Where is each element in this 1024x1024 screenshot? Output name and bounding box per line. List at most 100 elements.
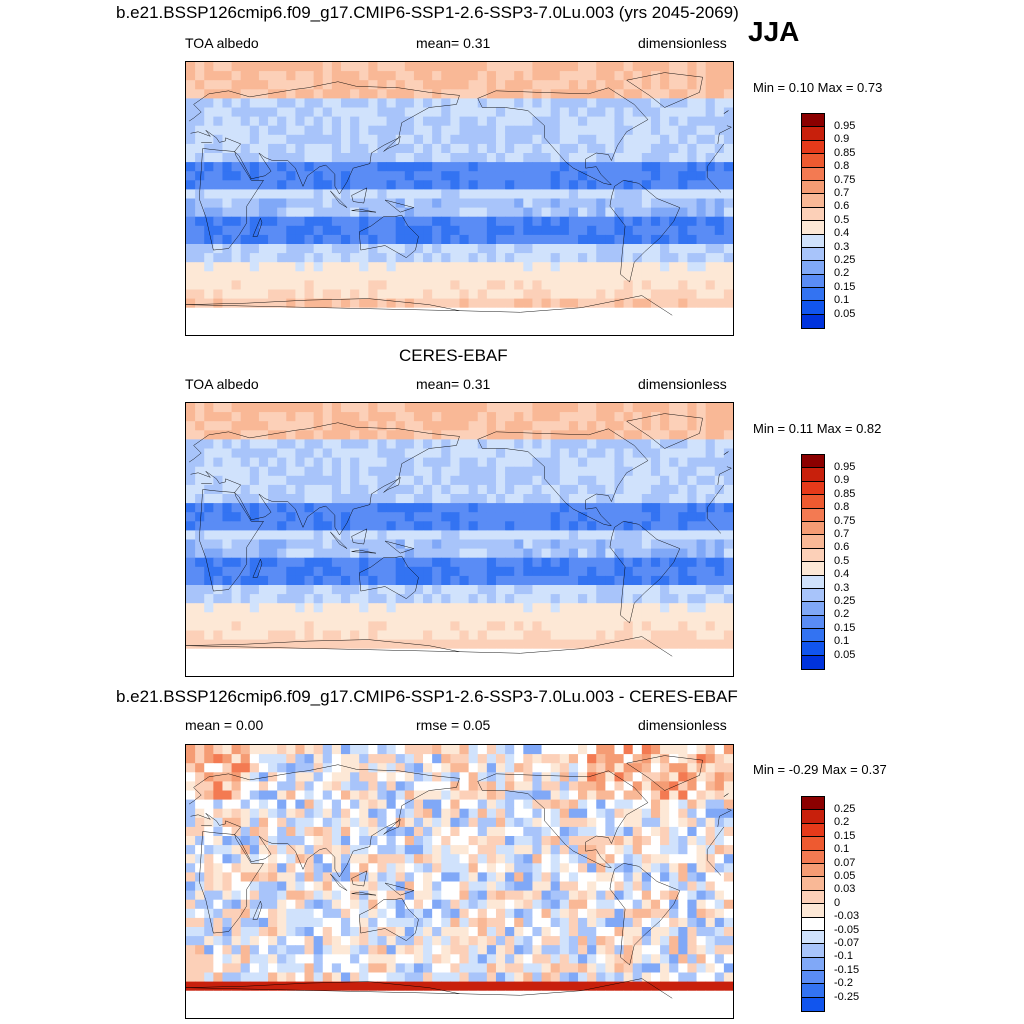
map-grid-cell	[413, 325, 424, 335]
map-grid-cell	[322, 881, 333, 892]
map-grid-cell	[413, 763, 424, 773]
map-grid-cell	[350, 936, 360, 946]
map-grid-cell	[186, 98, 196, 108]
map-grid-cell	[696, 817, 707, 828]
map-grid-cell	[486, 189, 497, 199]
map-grid-cell	[714, 594, 725, 604]
map-grid-cell	[359, 189, 369, 199]
map-grid-cell	[477, 234, 488, 245]
map-grid-cell	[258, 475, 269, 486]
map-grid-cell	[304, 754, 315, 764]
map-grid-cell	[395, 917, 406, 928]
map-grid-cell	[286, 917, 296, 928]
map-grid-cell	[578, 845, 588, 855]
map-grid-cell	[614, 421, 625, 431]
colorbar-tick-label: 0.8	[834, 501, 850, 514]
map-grid-cell	[696, 863, 707, 873]
map-grid-cell	[432, 262, 442, 272]
map-grid-cell	[231, 890, 242, 901]
map-grid-cell	[650, 143, 661, 154]
map-grid-cell	[596, 612, 606, 622]
map-grid-cell	[650, 548, 661, 559]
map-grid-cell	[322, 890, 333, 901]
map-grid-cell	[268, 475, 278, 486]
map-grid-cell	[559, 630, 570, 641]
map-grid-cell	[587, 180, 597, 190]
map-grid-cell	[596, 603, 606, 613]
map-grid-cell	[523, 612, 533, 622]
map-grid-cell	[614, 754, 625, 764]
map-grid-cell	[505, 648, 515, 659]
map-grid-cell	[368, 484, 378, 495]
map-grid-cell	[432, 253, 442, 263]
map-grid-cell	[605, 62, 615, 72]
map-grid-cell	[723, 666, 733, 676]
map-grid-cell	[568, 763, 579, 773]
map-grid-cell	[605, 80, 615, 90]
map-grid-cell	[240, 790, 251, 801]
map-grid-cell	[286, 566, 296, 577]
map-grid-cell	[432, 134, 442, 145]
map-grid-cell	[669, 808, 679, 819]
map-grid-cell	[669, 917, 679, 928]
map-grid-cell	[596, 421, 606, 431]
map-grid-cell	[723, 575, 733, 586]
map-grid-cell	[614, 575, 625, 586]
map-grid-cell	[195, 116, 205, 127]
map-grid-cell	[304, 863, 315, 873]
map-grid-cell	[240, 836, 251, 846]
map-grid-cell	[714, 621, 725, 631]
map-grid-cell	[331, 89, 342, 99]
map-grid-cell	[723, 630, 733, 641]
map-grid-cell	[268, 80, 278, 90]
map-grid-cell	[714, 575, 725, 586]
map-grid-cell	[258, 503, 269, 513]
map-grid-cell	[304, 530, 315, 540]
map-grid-cell	[495, 171, 506, 181]
map-grid-cell	[550, 745, 561, 755]
map-grid-cell	[377, 666, 388, 676]
map-grid-cell	[386, 225, 397, 236]
map-grid-cell	[532, 412, 543, 422]
map-grid-cell	[268, 430, 278, 440]
map-grid-cell	[240, 872, 251, 882]
map-grid-cell	[441, 790, 451, 801]
map-grid-cell	[240, 763, 251, 773]
map-grid-cell	[340, 927, 351, 937]
map-grid-cell	[304, 890, 315, 901]
map-grid-cell	[423, 530, 433, 540]
map-grid-cell	[623, 412, 634, 422]
map-grid-cell	[231, 325, 242, 335]
map-grid-cell	[286, 262, 296, 272]
map-grid-cell	[295, 863, 305, 873]
map-grid-cell	[186, 630, 196, 641]
map-grid-cell	[459, 439, 470, 449]
map-grid-cell	[723, 316, 733, 327]
map-grid-cell	[413, 457, 424, 468]
map-grid-cell	[623, 189, 634, 199]
map-grid-cell	[687, 745, 697, 755]
map-grid-cell	[477, 566, 488, 577]
map-grid-cell	[505, 854, 515, 864]
map-grid-cell	[678, 107, 688, 118]
map-grid-cell	[231, 98, 242, 108]
map-grid-cell	[258, 412, 269, 422]
map-grid-cell	[550, 484, 561, 495]
map-grid-cell	[413, 603, 424, 613]
map-grid-cell	[550, 262, 561, 272]
map-grid-cell	[304, 612, 315, 622]
map-grid-cell	[286, 316, 296, 327]
map-grid-cell	[368, 234, 378, 245]
map-grid-cell	[413, 666, 424, 676]
map-grid-cell	[340, 62, 351, 72]
map-grid-cell	[477, 98, 488, 108]
map-grid-cell	[204, 881, 214, 892]
map-grid-cell	[249, 799, 260, 810]
map-grid-cell	[568, 71, 579, 81]
map-grid-cell	[687, 107, 697, 118]
map-grid-cell	[404, 466, 415, 477]
map-grid-cell	[350, 253, 360, 263]
colorbar-tick-label: 0.3	[834, 240, 850, 253]
colorbar-segment	[802, 221, 824, 235]
map-grid-cell	[413, 125, 424, 136]
